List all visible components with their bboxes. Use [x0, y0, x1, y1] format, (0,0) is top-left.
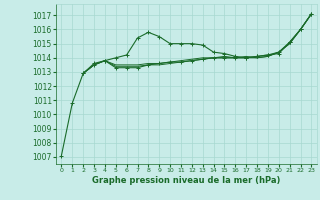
X-axis label: Graphe pression niveau de la mer (hPa): Graphe pression niveau de la mer (hPa) — [92, 176, 281, 185]
